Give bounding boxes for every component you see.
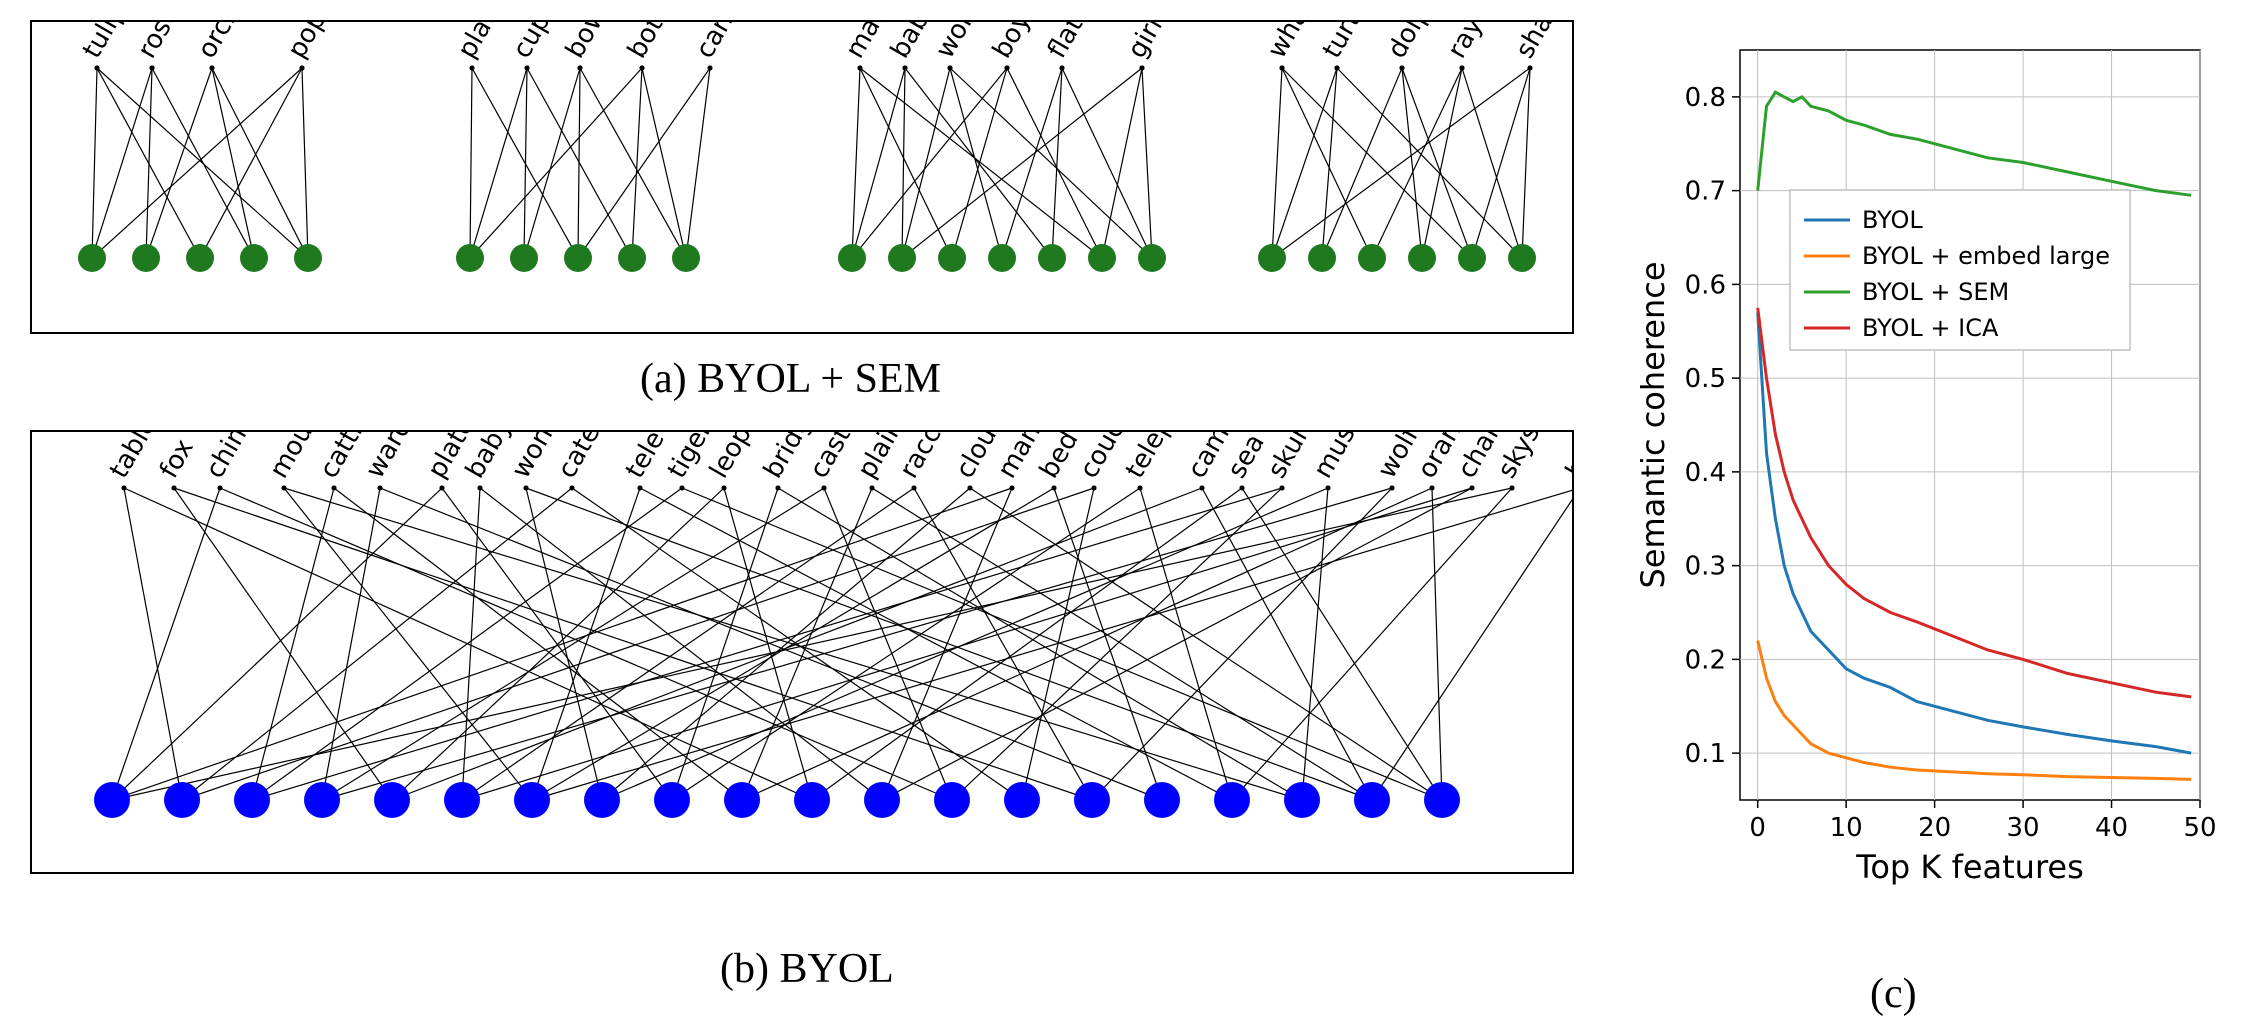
feature-node xyxy=(240,244,268,272)
panel-b-bipartite: tablefoxchimpanzeemountaincattlewardrobe… xyxy=(32,432,1572,872)
feature-node xyxy=(672,244,700,272)
feature-node xyxy=(838,244,866,272)
class-label: rose xyxy=(132,22,186,64)
feature-node xyxy=(374,782,410,818)
class-label: whale xyxy=(1262,22,1326,64)
x-tick-label: 10 xyxy=(1830,813,1863,843)
class-label: girl xyxy=(1122,22,1169,64)
y-tick-label: 0.3 xyxy=(1685,552,1726,582)
caption-c: (c) xyxy=(1870,970,1917,1018)
feature-node xyxy=(864,782,900,818)
panel-b-box: tablefoxchimpanzeemountaincattlewardrobe… xyxy=(30,430,1574,874)
feature-node xyxy=(1004,782,1040,818)
feature-node xyxy=(1258,244,1286,272)
y-axis-label: Semantic coherence xyxy=(1640,261,1672,588)
feature-node xyxy=(1424,782,1460,818)
feature-node xyxy=(584,782,620,818)
caption-b: (b) BYOL xyxy=(720,945,894,993)
feature-node xyxy=(164,782,200,818)
y-tick-label: 0.6 xyxy=(1685,270,1726,300)
y-tick-label: 0.1 xyxy=(1685,739,1726,769)
feature-node xyxy=(1138,244,1166,272)
feature-node xyxy=(938,244,966,272)
x-tick-label: 30 xyxy=(2007,813,2040,843)
class-label: bowl xyxy=(560,22,616,64)
feature-node xyxy=(1354,782,1390,818)
legend-label: BYOL xyxy=(1862,206,1923,234)
feature-node xyxy=(1308,244,1336,272)
y-tick-label: 0.7 xyxy=(1685,177,1726,207)
feature-node xyxy=(456,244,484,272)
legend-label: BYOL + SEM xyxy=(1862,278,2009,306)
feature-node xyxy=(234,782,270,818)
feature-node xyxy=(934,782,970,818)
class-label: shark xyxy=(1510,22,1572,63)
feature-node xyxy=(888,244,916,272)
feature-node xyxy=(1038,244,1066,272)
class-label: boy xyxy=(987,22,1037,63)
feature-node xyxy=(794,782,830,818)
x-tick-label: 40 xyxy=(2095,813,2128,843)
feature-node xyxy=(654,782,690,818)
class-label: table xyxy=(104,432,163,484)
feature-node xyxy=(1284,782,1320,818)
x-tick-label: 0 xyxy=(1749,813,1766,843)
class-label: plate xyxy=(452,22,511,63)
class-label: man xyxy=(840,22,895,64)
series-line xyxy=(1758,641,2192,780)
feature-node xyxy=(1358,244,1386,272)
x-tick-label: 20 xyxy=(1918,813,1951,843)
class-label: orchid xyxy=(192,22,258,64)
caption-a: (a) BYOL + SEM xyxy=(640,355,941,403)
series-line xyxy=(1758,308,2192,697)
feature-node xyxy=(444,782,480,818)
feature-node xyxy=(1088,244,1116,272)
feature-node xyxy=(94,782,130,818)
panel-a-box: tuliproseorchid poppy platecupbowlbottleca… xyxy=(30,20,1574,334)
feature-node xyxy=(304,782,340,818)
class-label: skyscraper xyxy=(1492,432,1572,484)
class-label: ray xyxy=(1442,22,1489,63)
y-tick-label: 0.2 xyxy=(1685,645,1726,675)
feature-node xyxy=(988,244,1016,272)
feature-node xyxy=(1458,244,1486,272)
class-label: turtle xyxy=(1317,22,1378,63)
feature-node xyxy=(132,244,160,272)
feature-node xyxy=(564,244,592,272)
legend-label: BYOL + embed large xyxy=(1862,242,2110,270)
class-label: butterfly xyxy=(1560,432,1572,484)
feature-node xyxy=(514,782,550,818)
class-label: fox xyxy=(154,434,200,483)
feature-node xyxy=(1214,782,1250,818)
feature-node xyxy=(186,244,214,272)
class-label: tulip xyxy=(77,22,132,64)
series-line xyxy=(1758,92,2192,195)
panel-a-bipartite: tuliproseorchid poppy platecupbowlbottleca… xyxy=(32,22,1572,332)
feature-node xyxy=(1408,244,1436,272)
y-tick-label: 0.5 xyxy=(1685,364,1726,394)
x-axis-label: Top K features xyxy=(1855,848,2084,886)
class-label: cup xyxy=(507,22,557,63)
feature-node xyxy=(1144,782,1180,818)
y-tick-label: 0.8 xyxy=(1685,83,1726,113)
class-label: flatfish xyxy=(1042,22,1112,64)
panel-c-line-chart: 0 10 20 30 40 50 0.1 0.2 0.3 0.4 0.5 0.6 0.7 0.8 Top K… xyxy=(1640,20,2220,900)
feature-node xyxy=(510,244,538,272)
feature-node xyxy=(1508,244,1536,272)
legend-label: BYOL + ICA xyxy=(1862,314,1999,342)
feature-node xyxy=(1074,782,1110,818)
feature-node xyxy=(724,782,760,818)
feature-node xyxy=(294,244,322,272)
class-label: bottle xyxy=(622,22,686,64)
figure-root: tuliproseorchid poppy platecupbowlbottleca… xyxy=(0,0,2256,1030)
y-tick-label: 0.4 xyxy=(1685,458,1726,488)
feature-node xyxy=(618,244,646,272)
class-label: can xyxy=(690,22,739,64)
feature-node xyxy=(78,244,106,272)
x-tick-label: 50 xyxy=(2183,813,2216,843)
class-label: poppy xyxy=(282,22,348,64)
